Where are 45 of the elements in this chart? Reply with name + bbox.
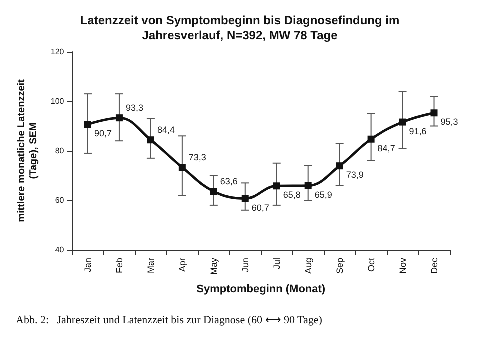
data-label: 90,7: [94, 128, 112, 139]
y-tick-label: 120: [50, 48, 65, 56]
point: [430, 110, 438, 117]
point: [116, 114, 123, 122]
data-label: 84,4: [157, 125, 175, 136]
data-label: 73,3: [188, 152, 206, 163]
x-tick-label: Apr: [177, 258, 188, 272]
caption: Abb. 2: Jahreszeit und Latenzzeit bis zur Diagnose (60 ⟷ 90 Tage): [16, 314, 323, 326]
data-label: 73,9: [346, 170, 364, 180]
x-tick-label: Jun: [240, 258, 250, 273]
data-label: 65,8: [283, 190, 301, 200]
x-tick-label: Mar: [146, 258, 156, 274]
y-axis-title: mittlere monatliche Latenzzeit (Tage), SEM: [16, 78, 40, 222]
data-label: 91,6: [409, 126, 427, 136]
y-tick-label: 60: [55, 196, 65, 205]
point: [178, 164, 186, 172]
point: [147, 136, 154, 144]
point: [304, 182, 312, 190]
chart-title: Latenzzeit von Symptombeginn bis Diagnosefindung im Jahresverlauf, N=392, MW 78 Tage: [80, 14, 400, 42]
x-axis-title: Symptombeginn (Monat): [196, 284, 326, 296]
data-label: 65,9: [314, 190, 332, 200]
point: [84, 121, 92, 128]
x-tick-label: Dec: [429, 258, 440, 274]
x-tick-label: Feb: [114, 258, 124, 274]
data-label: 84,7: [378, 143, 396, 154]
y-tick-label: 40: [55, 246, 65, 254]
data-label: 95,3: [440, 117, 458, 128]
point: [210, 188, 218, 196]
data-label: 63,6: [220, 176, 238, 187]
point: [273, 182, 280, 190]
y-tick-label: 100: [50, 97, 65, 106]
x-tick-label: Sep: [334, 258, 345, 274]
point: [399, 118, 406, 126]
x-tick-label: Jul: [272, 258, 282, 270]
point: [242, 195, 249, 202]
point: [368, 136, 375, 143]
data-label: 93,3: [126, 103, 144, 114]
data-label: 60,7: [252, 202, 270, 213]
x-tick-label: Jan: [82, 258, 93, 273]
x-tick-label: Nov: [398, 258, 408, 274]
x-tick-label: Aug: [303, 258, 314, 274]
point: [336, 162, 344, 170]
x-tick-label: Oct: [366, 258, 376, 272]
x-tick-label: May: [208, 258, 219, 276]
y-tick-label: 80: [55, 146, 65, 156]
